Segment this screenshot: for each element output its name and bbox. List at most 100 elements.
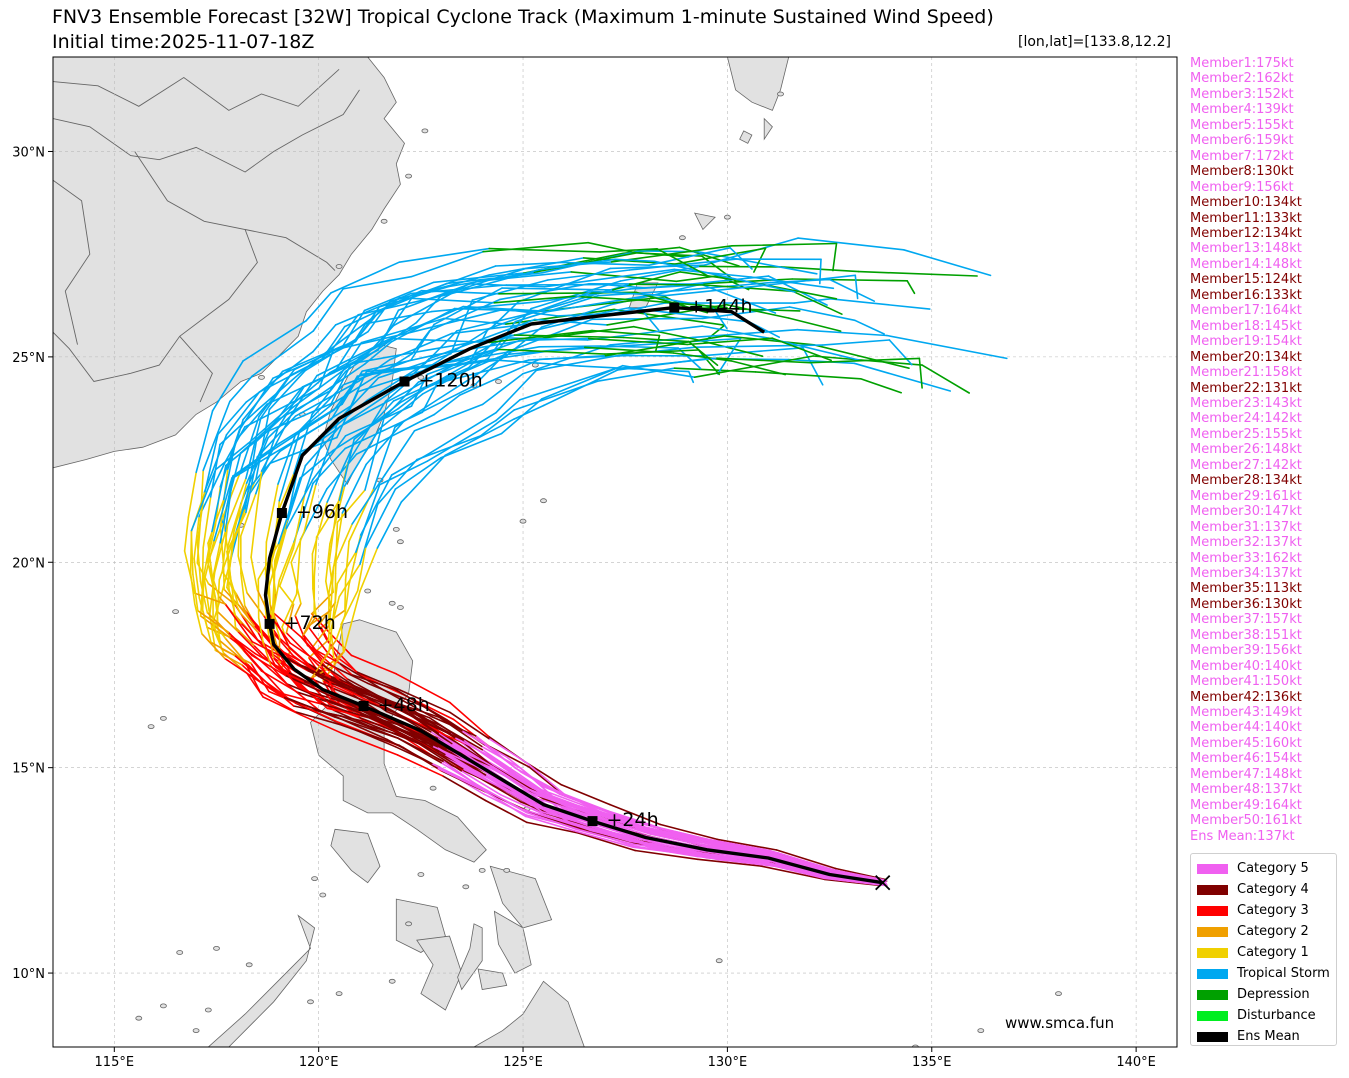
member-intensity: Member34:137kt bbox=[1190, 565, 1302, 581]
member-track-segment bbox=[524, 815, 579, 833]
member-track-segment bbox=[360, 317, 445, 344]
member-track-segment bbox=[237, 630, 264, 658]
member-track-segment bbox=[593, 806, 647, 826]
member-track-segment bbox=[444, 418, 515, 457]
member-track-segment bbox=[613, 357, 718, 370]
legend-label: Category 4 bbox=[1237, 882, 1309, 897]
member-track-segment bbox=[449, 701, 490, 738]
member-track-segment bbox=[729, 247, 753, 270]
member-track-segment bbox=[285, 478, 314, 530]
lat-tick-label: 25°N bbox=[12, 351, 45, 366]
member-track-segment bbox=[455, 310, 540, 332]
member-track-segment bbox=[271, 571, 276, 614]
member-track-segment bbox=[356, 546, 367, 592]
member-track-segment bbox=[918, 357, 923, 389]
member-intensity: Member37:157kt bbox=[1190, 612, 1302, 628]
leyte-land bbox=[493, 910, 532, 974]
member-intensity: Member27:142kt bbox=[1190, 457, 1302, 473]
member-track-segment bbox=[264, 541, 268, 575]
member-track-segment bbox=[591, 329, 661, 337]
member-track-segment bbox=[759, 861, 826, 880]
member-track-segment bbox=[328, 713, 388, 741]
member-intensity: Member36:130kt bbox=[1190, 596, 1302, 612]
islet bbox=[380, 218, 388, 224]
member-track-segment bbox=[397, 387, 426, 410]
mean-track-label: +96h bbox=[296, 501, 348, 523]
member-track-segment bbox=[271, 611, 303, 639]
mean-track-label: +144h bbox=[688, 296, 752, 318]
member-track-segment bbox=[692, 839, 759, 852]
islet bbox=[159, 1003, 167, 1009]
member-track-segment bbox=[256, 415, 297, 458]
member-track-segment bbox=[310, 624, 330, 650]
member-track-segment bbox=[535, 353, 625, 372]
mean-track-marker bbox=[587, 816, 598, 827]
member-track-segment bbox=[493, 295, 575, 304]
member-track-segment bbox=[297, 686, 326, 700]
member-track-segment bbox=[350, 349, 425, 365]
member-track-segment bbox=[378, 460, 429, 486]
member-track-segment bbox=[303, 483, 317, 533]
mean-track-marker bbox=[264, 618, 275, 629]
member-track-segment bbox=[622, 336, 690, 343]
member-track-segment bbox=[330, 375, 359, 420]
member-track-segment bbox=[234, 626, 255, 647]
legend-entry: Category 2 bbox=[1197, 921, 1336, 942]
islet bbox=[777, 91, 784, 97]
member-track-segment bbox=[197, 609, 230, 634]
member-track-segment bbox=[253, 644, 277, 669]
member-track-segment bbox=[277, 477, 301, 545]
legend-swatch bbox=[1197, 989, 1228, 1000]
member-intensity: Member40:140kt bbox=[1190, 658, 1302, 674]
islet bbox=[388, 978, 396, 984]
member-track-segment bbox=[399, 362, 471, 404]
mean-track-line bbox=[263, 305, 883, 885]
amami-land bbox=[693, 212, 716, 231]
member-track-segment bbox=[217, 401, 247, 436]
mean-track-label: +120h bbox=[419, 370, 483, 392]
member-track-segment bbox=[354, 483, 381, 554]
member-track-segment bbox=[216, 621, 223, 650]
member-track-segment bbox=[193, 515, 200, 560]
member-track-segment bbox=[199, 587, 204, 617]
member-track-segment bbox=[211, 360, 244, 412]
member-track-segment bbox=[332, 523, 354, 568]
mindoro-land bbox=[330, 828, 381, 884]
legend-label: Category 2 bbox=[1237, 924, 1309, 939]
member-track-segment bbox=[289, 642, 321, 664]
islet bbox=[192, 1028, 200, 1033]
member-track-segment bbox=[266, 409, 335, 455]
member-intensity: Member43:149kt bbox=[1190, 705, 1302, 721]
member-track-segment bbox=[441, 774, 487, 802]
member-track-segment bbox=[694, 344, 824, 349]
legend-entry: Tropical Storm bbox=[1197, 963, 1336, 984]
member-track-segment bbox=[372, 426, 396, 490]
member-track-segment bbox=[302, 612, 316, 636]
member-track-segment bbox=[366, 682, 425, 708]
member-track-segment bbox=[438, 716, 483, 748]
member-track-segment bbox=[192, 573, 199, 612]
member-track-segment bbox=[628, 822, 695, 842]
member-track-segment bbox=[537, 790, 589, 811]
member-track-segment bbox=[398, 296, 496, 304]
member-intensity: Member13:148kt bbox=[1190, 241, 1302, 257]
member-track-segment bbox=[216, 609, 239, 633]
member-track-segment bbox=[448, 269, 540, 296]
member-intensity: Member1:175kt bbox=[1190, 56, 1294, 71]
member-track-segment bbox=[312, 288, 344, 332]
islet bbox=[715, 958, 723, 964]
member-track-segment bbox=[440, 432, 503, 459]
islet bbox=[396, 605, 404, 610]
member-track-segment bbox=[358, 358, 391, 382]
member-track-segment bbox=[255, 678, 285, 699]
member-track-segment bbox=[548, 294, 648, 313]
member-track-segment bbox=[365, 714, 423, 745]
member-intensity: Member25:155kt bbox=[1190, 426, 1302, 442]
member-track-segment bbox=[344, 405, 413, 437]
member-intensity: Member16:133kt bbox=[1190, 287, 1302, 303]
member-track-segment bbox=[339, 296, 401, 343]
member-track-segment bbox=[436, 767, 485, 792]
member-track-segment bbox=[257, 617, 265, 644]
member-track-segment bbox=[632, 325, 697, 341]
member-track-segment bbox=[656, 248, 710, 278]
